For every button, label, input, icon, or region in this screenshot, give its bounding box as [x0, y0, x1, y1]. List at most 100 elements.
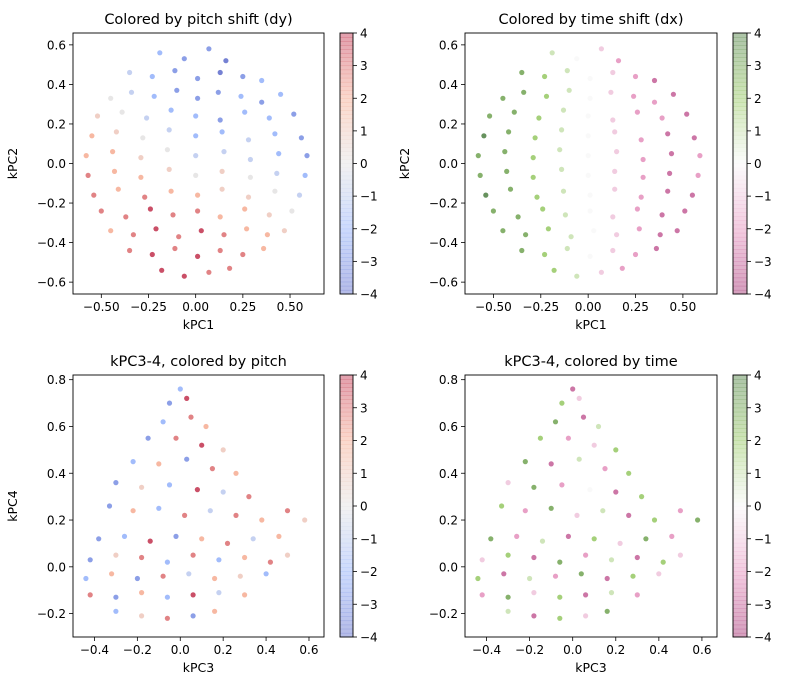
colorbar-segment: [340, 151, 353, 156]
colorbar-segment: [733, 204, 747, 209]
colorbar-segment: [733, 579, 747, 585]
colorbar-segment: [340, 579, 353, 585]
colorbar-segment: [340, 604, 353, 609]
colorbar-segment: [733, 436, 747, 441]
scatter-point: [220, 447, 226, 453]
colorbar-segment: [733, 53, 747, 58]
scatter-point: [519, 69, 525, 76]
scatter-point: [660, 559, 666, 565]
colorbar-segment: [733, 171, 747, 177]
colorbar-segment: [733, 432, 747, 437]
scatter-point: [276, 533, 282, 540]
scatter-point: [519, 247, 525, 254]
scatter-point: [242, 206, 248, 212]
colorbar-segment: [733, 477, 747, 482]
scatter-point: [578, 571, 584, 577]
colorbar-tick-label: 1: [754, 124, 762, 138]
scatter-point: [134, 575, 140, 582]
y-tick-label: −0.2: [37, 197, 66, 211]
colorbar-segment: [340, 563, 353, 568]
colorbar-segment: [340, 481, 353, 486]
scatter-point: [130, 508, 136, 514]
colorbar-segment: [733, 465, 747, 470]
scatter-point: [659, 115, 665, 121]
colorbar-segment: [733, 277, 747, 283]
colorbar-segment: [733, 624, 747, 630]
scatter-point: [612, 129, 618, 135]
scatter-point: [302, 517, 308, 523]
scatter-point: [195, 192, 201, 198]
colorbar-segment: [340, 269, 353, 275]
colorbar-segment: [340, 155, 353, 160]
colorbar-segment: [733, 632, 747, 638]
colorbar-segment: [340, 130, 353, 136]
scatter-point: [674, 228, 680, 234]
scatter-point: [193, 133, 199, 139]
scatter-point: [238, 93, 244, 99]
scatter-point: [499, 503, 505, 509]
scatter-point: [242, 592, 248, 598]
scatter-point: [574, 56, 580, 62]
scatter-point: [634, 206, 641, 212]
colorbar-segment: [733, 45, 747, 50]
colorbar-segment: [733, 415, 747, 421]
scatter-point: [697, 153, 703, 159]
scatter-point: [505, 608, 511, 614]
colorbar-segment: [733, 628, 747, 634]
scatter-point: [548, 505, 554, 511]
y-tick-label: −0.4: [429, 236, 458, 250]
colorbar-segment: [733, 273, 747, 279]
scatter-point: [206, 269, 212, 275]
scatter-point: [138, 174, 144, 180]
scatter-point: [576, 456, 582, 462]
scatter-point: [220, 489, 226, 495]
scatter-point: [139, 484, 145, 490]
y-tick-label: 0.4: [47, 467, 66, 481]
x-tick-label: 0.2: [606, 643, 625, 657]
scatter-point: [552, 419, 559, 425]
colorbar-segment: [340, 110, 353, 115]
colorbar-segment: [340, 167, 353, 173]
colorbar-segment: [340, 236, 353, 242]
scatter-point: [559, 400, 565, 406]
scatter-point: [559, 482, 565, 488]
colorbar-segment: [733, 460, 747, 466]
scatter-point: [668, 151, 675, 157]
scatter-point: [166, 400, 173, 406]
x-tick-label: 0.0: [563, 643, 582, 657]
scatter-point: [640, 156, 646, 163]
colorbar-segment: [340, 102, 353, 107]
scatter-point: [626, 512, 632, 519]
scatter-point: [695, 172, 701, 178]
scatter-point: [237, 573, 243, 579]
scatter-point: [115, 186, 121, 192]
colorbar-tick-label: 1: [754, 467, 762, 481]
colorbar-segment: [340, 432, 353, 437]
x-axis-label: kPC1: [183, 317, 214, 332]
axes-frame: [464, 374, 718, 638]
scatter-point: [640, 174, 646, 180]
scatter-point: [677, 508, 684, 514]
scatter-point: [604, 575, 610, 582]
scatter-point: [127, 69, 133, 76]
scatter-point: [217, 117, 223, 123]
colorbar-segment: [733, 102, 747, 107]
scatter-point: [217, 69, 223, 76]
scatter-point: [160, 419, 166, 425]
scatter-point: [691, 135, 697, 141]
scatter-point: [121, 533, 128, 540]
colorbar-segment: [340, 612, 353, 617]
colorbar-segment: [733, 546, 747, 552]
scatter-point: [531, 590, 537, 596]
y-tick-label: 0.2: [439, 514, 458, 528]
x-tick-label: −0.50: [475, 300, 512, 314]
colorbar-segment: [340, 616, 353, 622]
colorbar-tick-label: −4: [754, 631, 772, 645]
colorbar-segment: [340, 200, 353, 205]
scatter-point: [184, 395, 190, 401]
colorbar-segment: [340, 179, 353, 185]
colorbar-segment: [733, 236, 747, 242]
colorbar-segment: [340, 501, 353, 507]
x-tick-label: 0.6: [692, 643, 711, 657]
colorbar-segment: [733, 379, 747, 384]
